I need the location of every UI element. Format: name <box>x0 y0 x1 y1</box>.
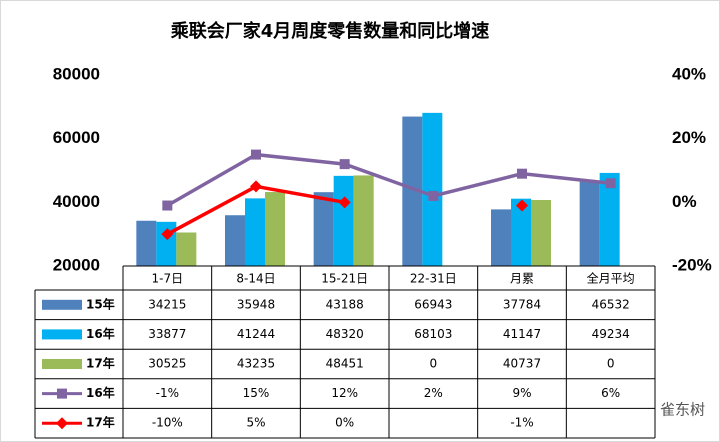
line-marker <box>516 199 528 212</box>
x-tick-label: 22-31日 <box>410 272 457 286</box>
y-tick-label: 60000 <box>53 128 100 147</box>
line-marker <box>605 178 616 189</box>
legend-swatch <box>42 359 82 369</box>
bar <box>136 220 157 266</box>
bar <box>531 199 551 266</box>
bar <box>333 175 354 266</box>
line-marker <box>339 159 350 170</box>
table-cell: 43188 <box>326 297 364 311</box>
line-marker <box>428 190 439 201</box>
bar <box>422 112 443 266</box>
bar <box>353 175 374 266</box>
table-cell: 0 <box>430 357 438 371</box>
line <box>166 152 611 208</box>
watermark: 雀东树 <box>660 401 705 419</box>
line-marker <box>161 228 174 241</box>
x-tick-label: 1-7日 <box>152 272 184 286</box>
line-marker <box>250 180 262 193</box>
x-tick-label: 月累 <box>510 272 534 286</box>
table-cell: 0 <box>607 357 615 371</box>
table-cell: 37784 <box>503 297 541 311</box>
table-cell: 48451 <box>326 357 364 371</box>
table-cell: 46532 <box>592 297 630 311</box>
chart-title: 乘联会厂家4月周度零售数量和同比增速 <box>170 20 490 42</box>
table-cell: 35948 <box>237 297 275 311</box>
table-cell: 34215 <box>148 297 186 311</box>
legend-swatch <box>42 329 82 340</box>
bar <box>245 198 265 266</box>
table-cell: 49234 <box>592 327 630 341</box>
table-cell: 5% <box>246 416 265 430</box>
bar <box>491 209 511 266</box>
y2-tick-label: 0% <box>672 192 697 211</box>
table-cell: 41147 <box>503 327 541 341</box>
bar <box>156 221 177 266</box>
y2-tick-label: -20% <box>672 255 712 274</box>
table-cell: 9% <box>512 386 531 400</box>
table-cell: 30525 <box>148 357 186 371</box>
legend-label: 17年 <box>86 415 115 430</box>
y-tick-label: 40000 <box>53 192 100 211</box>
table-cell: -1% <box>156 386 179 400</box>
legend-swatch <box>42 299 82 310</box>
bar <box>599 172 620 266</box>
table-cell: 43235 <box>237 357 275 371</box>
table-cell: 15% <box>243 386 270 400</box>
table-cell: 12% <box>331 386 358 400</box>
table-cell: 66943 <box>414 297 452 311</box>
table-cell: 41244 <box>237 327 275 341</box>
x-tick-label: 8-14日 <box>236 272 275 286</box>
legend-marker <box>56 417 68 430</box>
table-cell: 48320 <box>326 327 364 341</box>
bar <box>265 192 285 266</box>
table-cell: 33877 <box>148 327 186 341</box>
x-tick-label: 全月平均 <box>587 271 635 286</box>
bar <box>511 198 531 266</box>
y2-tick-label: 40% <box>672 64 706 83</box>
bar <box>579 181 600 266</box>
table-cell: 0% <box>335 416 354 430</box>
line-marker <box>338 196 351 209</box>
table-cell: 68103 <box>414 327 452 341</box>
legend-label: 16年 <box>86 385 115 400</box>
table-cell: 40737 <box>503 357 541 371</box>
line-marker <box>162 200 173 211</box>
bar <box>313 192 334 266</box>
y-tick-label: 20000 <box>53 255 100 274</box>
x-tick-label: 15-21日 <box>321 272 368 286</box>
legend-label: 16年 <box>86 326 115 341</box>
table-cell: 6% <box>601 386 620 400</box>
line-marker <box>251 149 261 160</box>
table-cell: -1% <box>510 416 533 430</box>
legend-marker <box>57 388 67 399</box>
bar <box>176 232 197 266</box>
y-tick-label: 80000 <box>53 64 100 83</box>
legend-label: 15年 <box>86 296 115 311</box>
bar <box>402 116 423 266</box>
y2-tick-label: 20% <box>672 128 706 147</box>
table-cell: 2% <box>424 386 443 400</box>
line-marker <box>517 168 527 179</box>
table-cell: -10% <box>152 416 183 430</box>
legend-label: 17年 <box>86 356 115 371</box>
bar <box>225 215 245 266</box>
